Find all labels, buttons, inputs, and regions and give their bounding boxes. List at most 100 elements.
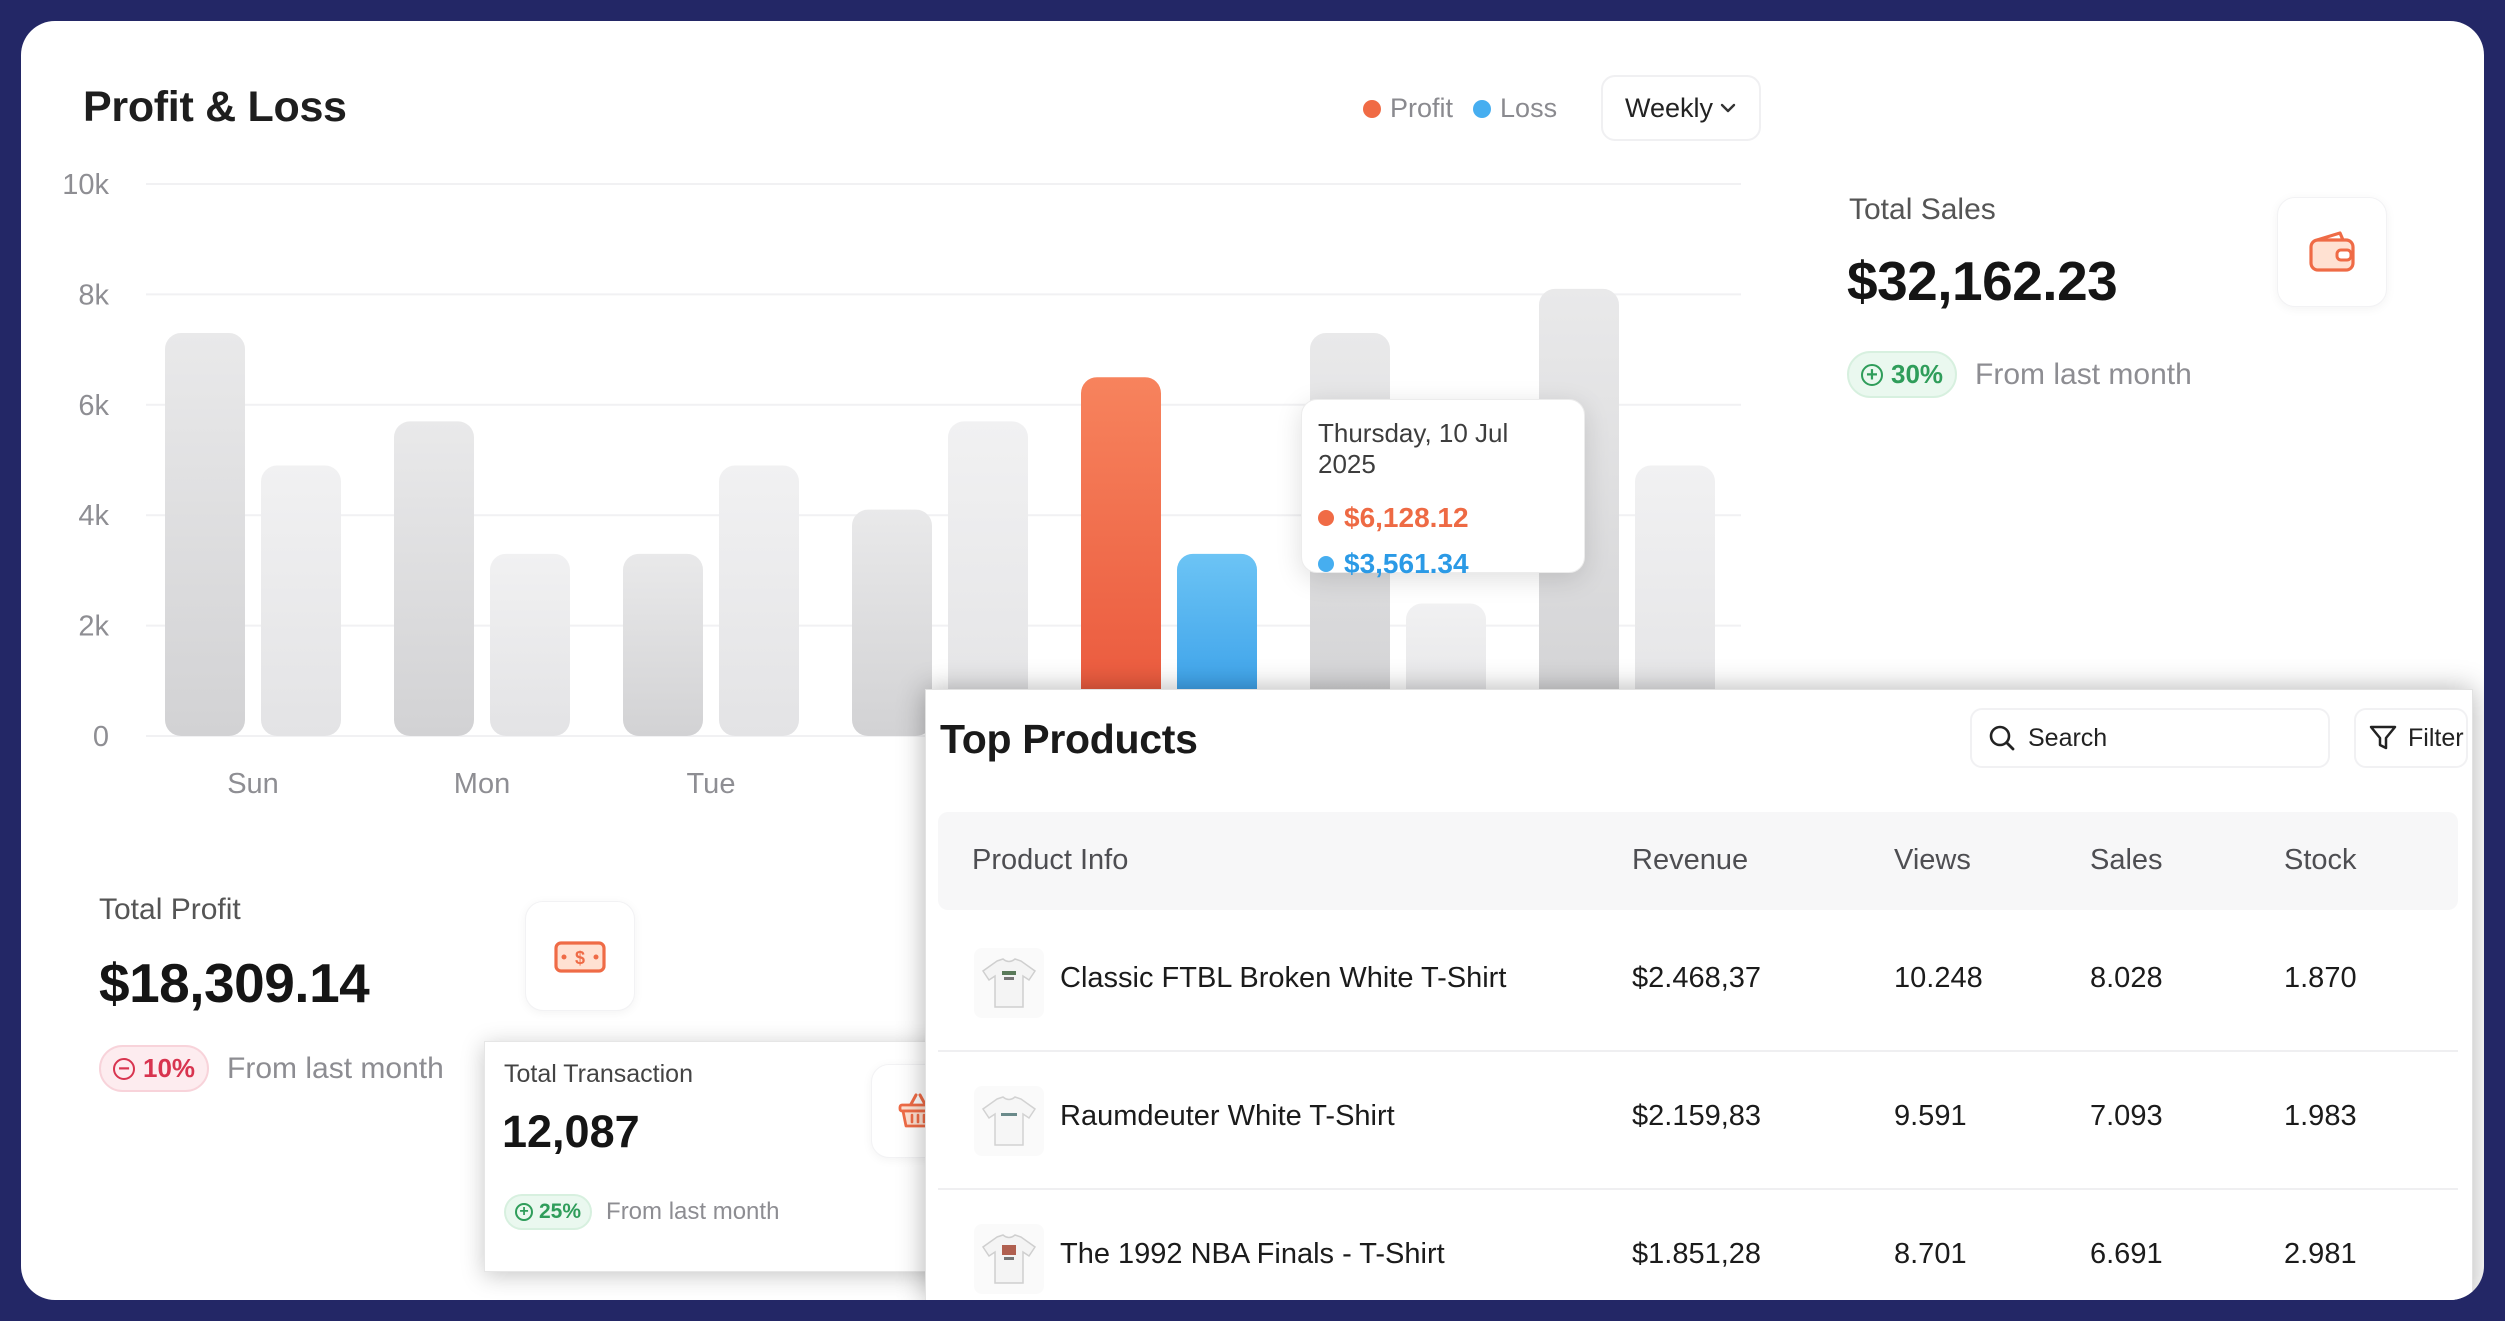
change-badge-value: 10% [143, 1053, 196, 1083]
search-icon [1989, 725, 2015, 751]
product-views: 10.248 [1894, 962, 1983, 994]
total-sales-value: $32,162.23 [1847, 250, 2118, 312]
money-icon-button[interactable]: $ [525, 901, 635, 1011]
product-stock: 1.870 [2284, 962, 2357, 994]
column-header-sales[interactable]: Sales [2090, 844, 2163, 876]
bar-loss-sat[interactable] [1635, 465, 1715, 736]
product-sales: 7.093 [2090, 1100, 2163, 1132]
bar-profit-mon[interactable] [394, 421, 474, 736]
svg-text:$: $ [575, 948, 585, 968]
profit-dot-icon [1318, 510, 1334, 526]
bar-loss-mon[interactable] [490, 553, 570, 736]
bar-profit-sun[interactable] [165, 333, 245, 736]
tooltip-loss-value: $3,561.34 [1344, 548, 1469, 579]
product-revenue: $2.468,37 [1632, 962, 1762, 994]
change-badge-up: + 25% [504, 1194, 593, 1230]
search-input[interactable]: Search [1970, 708, 2330, 768]
change-badge-value: 25% [539, 1200, 582, 1223]
x-tick-label: Sun [227, 768, 279, 800]
tshirt-thumbnail-icon [974, 1086, 1044, 1156]
wallet-icon-button[interactable] [2277, 197, 2387, 307]
column-header-revenue[interactable]: Revenue [1632, 844, 1749, 876]
change-badge-up: + 30% [1847, 351, 1958, 398]
table-row[interactable]: The 1992 NBA Finals - T-Shirt $1.851,28 … [938, 1188, 2458, 1300]
bar-loss-wed[interactable] [948, 421, 1028, 736]
legend-label-loss: Loss [1500, 93, 1558, 123]
search-label: Search [2028, 723, 2108, 752]
change-caption: From last month [1975, 357, 2192, 391]
money-icon: $ [554, 941, 606, 973]
y-tick-label: 10k [62, 169, 109, 201]
tooltip-profit-row: $6,128.12 [1318, 502, 1568, 534]
filter-label: Filter [2408, 723, 2464, 752]
product-name: Classic FTBL Broken White T-Shirt [1060, 962, 1507, 994]
plus-circle-icon: + [515, 1203, 533, 1221]
bar-loss-tue[interactable] [719, 465, 799, 736]
total-transaction-change: + 25% From last month [504, 1194, 779, 1230]
y-tick-label: 4k [78, 500, 109, 532]
change-badge-value: 30% [1891, 359, 1944, 389]
bar-profit-tue[interactable] [623, 553, 703, 736]
column-header-views[interactable]: Views [1894, 844, 1971, 876]
total-profit-change: − 10% From last month [99, 1045, 444, 1092]
total-sales-label: Total Sales [1849, 193, 1996, 226]
product-stock: 1.983 [2284, 1100, 2357, 1132]
total-profit-value: $18,309.14 [99, 952, 370, 1014]
change-caption: From last month [227, 1051, 444, 1085]
tooltip-profit-value: $6,128.12 [1344, 502, 1469, 533]
product-views: 9.591 [1894, 1100, 1967, 1132]
dashboard-frame: Profit & Loss Profit Loss Weekly [21, 21, 2484, 1300]
product-sales: 6.691 [2090, 1238, 2163, 1270]
filter-button[interactable]: Filter [2354, 708, 2468, 768]
product-revenue: $1.851,28 [1632, 1238, 1762, 1270]
tshirt-thumbnail-icon [974, 1224, 1044, 1294]
product-name: Raumdeuter White T-Shirt [1060, 1100, 1395, 1132]
chart-legend: Profit Loss [1363, 93, 1577, 124]
wallet-icon [2309, 231, 2355, 272]
y-tick-label: 2k [78, 611, 109, 643]
column-header-stock[interactable]: Stock [2284, 844, 2357, 876]
column-header-product-info[interactable]: Product Info [972, 844, 1129, 876]
total-transaction-value: 12,087 [502, 1106, 640, 1157]
tshirt-thumbnail-icon [974, 948, 1044, 1018]
period-select[interactable]: Weekly [1601, 75, 1761, 141]
legend-label-profit: Profit [1390, 93, 1454, 123]
product-sales: 8.028 [2090, 962, 2163, 994]
y-tick-label: 8k [78, 279, 109, 311]
product-views: 8.701 [1894, 1238, 1967, 1270]
page-title: Profit & Loss [83, 83, 347, 131]
x-tick-label: Mon [454, 768, 510, 800]
change-caption: From last month [606, 1198, 780, 1225]
loss-dot-icon [1318, 556, 1334, 572]
table-header: Product Info Revenue Views Sales Stock [938, 812, 2458, 910]
tooltip-date: Thursday, 10 Jul 2025 [1318, 418, 1509, 479]
change-badge-down: − 10% [99, 1045, 210, 1092]
table-row[interactable]: Classic FTBL Broken White T-Shirt $2.468… [938, 912, 2458, 1052]
y-tick-label: 0 [93, 721, 109, 753]
legend-item-profit[interactable]: Profit [1363, 93, 1453, 124]
product-revenue: $2.159,83 [1632, 1100, 1762, 1132]
bar-loss-sun[interactable] [261, 465, 341, 736]
profit-dot-icon [1363, 99, 1381, 118]
product-name: The 1992 NBA Finals - T-Shirt [1060, 1238, 1445, 1270]
product-stock: 2.981 [2284, 1238, 2357, 1270]
total-transaction-card: Total Transaction 12,087 + 25% From last… [484, 1041, 992, 1272]
plus-circle-icon: + [1861, 363, 1883, 386]
total-transaction-label: Total Transaction [504, 1060, 693, 1088]
top-products-title: Top Products [940, 716, 1198, 762]
bar-profit-thu[interactable] [1081, 377, 1161, 736]
y-tick-label: 6k [78, 390, 109, 422]
loss-dot-icon [1473, 99, 1492, 118]
table-row[interactable]: Raumdeuter White T-Shirt $2.159,83 9.591… [938, 1050, 2458, 1190]
total-sales-change: + 30% From last month [1847, 351, 2192, 398]
chevron-down-icon [1720, 103, 1736, 113]
bar-profit-wed[interactable] [852, 509, 932, 736]
total-profit-label: Total Profit [99, 893, 241, 926]
chart-tooltip: Thursday, 10 Jul 2025 $6,128.12 $3,561.3… [1301, 399, 1585, 579]
filter-icon [2369, 725, 2397, 750]
legend-item-loss[interactable]: Loss [1473, 93, 1557, 124]
tooltip-loss-row: $3,561.34 [1318, 548, 1568, 580]
period-select-value: Weekly [1625, 92, 1714, 123]
minus-circle-icon: − [113, 1057, 135, 1080]
top-products-panel: Top Products Search Filter Product Info … [925, 689, 2473, 1300]
